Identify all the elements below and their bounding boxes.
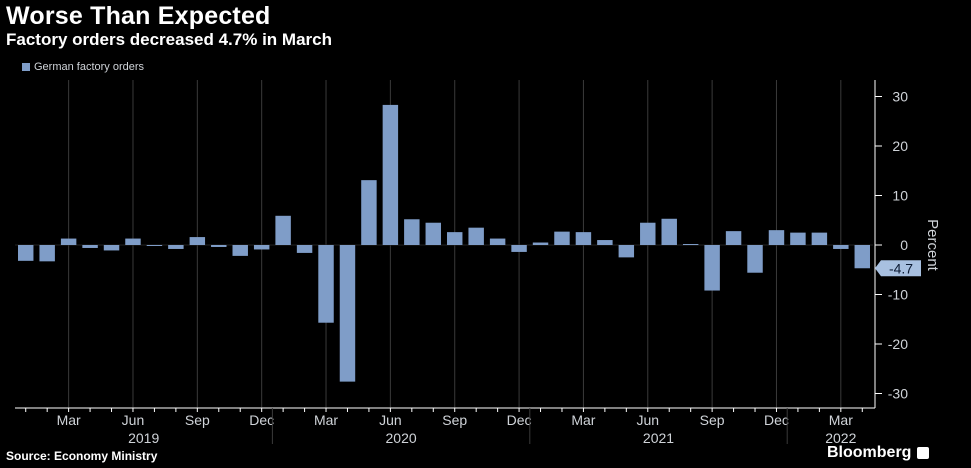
bar — [275, 215, 291, 245]
x-month-label: Dec — [249, 412, 274, 428]
bar — [833, 245, 849, 249]
bar — [682, 244, 699, 246]
x-month-label: Jun — [122, 412, 145, 428]
bar — [318, 245, 334, 323]
x-month-label: Mar — [314, 412, 338, 428]
bar — [18, 245, 34, 261]
bar — [125, 238, 141, 245]
bar — [361, 180, 377, 245]
chart-title: Worse Than Expected — [6, 2, 271, 30]
bar — [168, 245, 184, 249]
x-year-label: 2020 — [386, 430, 417, 446]
y-axis-label: Percent — [924, 219, 941, 272]
bar — [253, 245, 270, 250]
bar — [39, 245, 55, 262]
bar — [511, 245, 527, 252]
source-note: Source: Economy Ministry — [6, 449, 158, 463]
y-tick-label: 20 — [892, 138, 908, 154]
y-tick-label: 0 — [900, 237, 908, 253]
legend-swatch — [22, 63, 30, 71]
bar — [468, 227, 484, 245]
bar — [747, 245, 763, 273]
x-year-label: 2019 — [128, 430, 159, 446]
bar — [425, 222, 441, 245]
bar — [554, 231, 570, 245]
bar — [489, 238, 506, 245]
bar — [811, 232, 828, 245]
bar — [60, 238, 77, 245]
y-tick-label: -20 — [888, 336, 908, 352]
x-month-label: Dec — [764, 412, 789, 428]
x-month-label: Mar — [571, 412, 595, 428]
bar — [854, 245, 870, 269]
legend: German factory orders — [22, 61, 144, 73]
brand-logo: Bloomberg — [827, 444, 930, 462]
bloomberg-terminal-icon — [917, 447, 930, 459]
last-value-label: -4.7 — [889, 260, 913, 276]
bar — [404, 219, 420, 245]
bar — [447, 232, 463, 245]
bar — [339, 245, 356, 382]
x-year-label: 2021 — [643, 430, 674, 446]
chart-subtitle: Factory orders decreased 4.7% in March — [6, 30, 332, 49]
x-month-label: Mar — [829, 412, 853, 428]
bar — [768, 230, 785, 245]
bar — [382, 104, 399, 245]
bar — [618, 245, 635, 258]
x-month-label: Mar — [57, 412, 81, 428]
bar — [296, 245, 313, 253]
x-month-label: Jun — [636, 412, 659, 428]
bar — [232, 245, 248, 256]
bar — [189, 237, 206, 245]
bar — [532, 242, 549, 245]
bar — [661, 218, 677, 245]
y-tick-label: -10 — [888, 287, 908, 303]
bar — [640, 222, 656, 245]
legend-label: German factory orders — [34, 61, 145, 73]
x-month-label: Sep — [185, 412, 210, 428]
y-tick-label: -30 — [888, 386, 908, 402]
y-tick-label: 30 — [892, 89, 908, 105]
x-month-label: Dec — [507, 412, 532, 428]
bar — [575, 232, 592, 245]
brand-label: Bloomberg — [827, 444, 912, 461]
bar — [146, 245, 163, 246]
bar — [597, 240, 613, 245]
bar — [211, 245, 227, 247]
last-value-tag — [875, 260, 921, 277]
x-year-label: 2022 — [825, 430, 856, 446]
x-month-label: Jun — [379, 412, 402, 428]
y-tick-label: 10 — [892, 188, 908, 204]
bar — [704, 245, 720, 291]
bar — [103, 245, 120, 251]
bar — [790, 232, 806, 245]
bar — [82, 245, 98, 248]
x-month-label: Sep — [700, 412, 725, 428]
bar — [725, 231, 742, 245]
x-month-label: Sep — [442, 412, 467, 428]
